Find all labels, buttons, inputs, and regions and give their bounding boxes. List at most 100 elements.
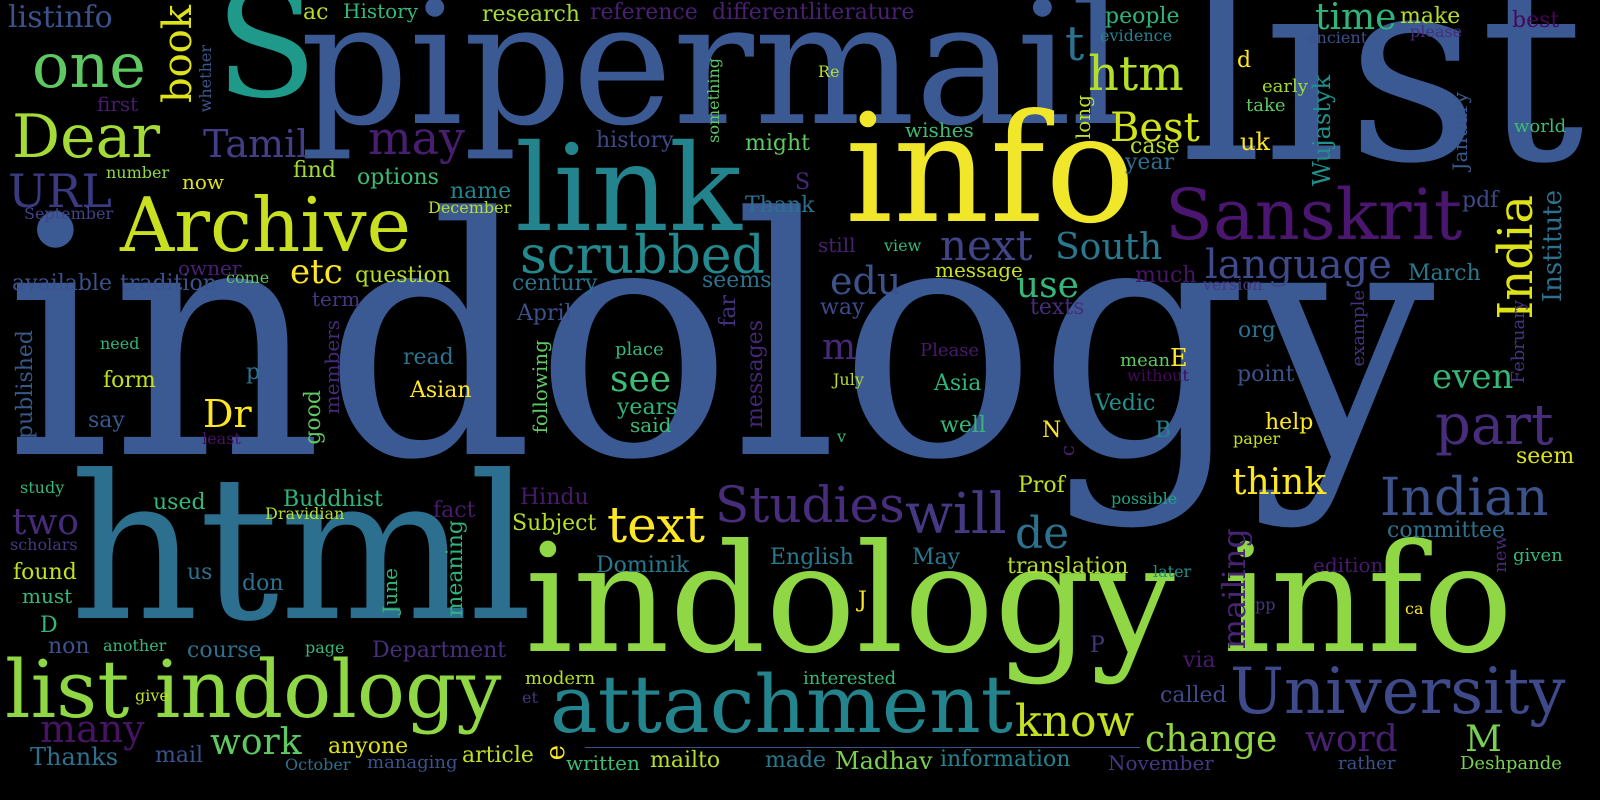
word-p-upper: P bbox=[1090, 633, 1105, 658]
word-fact: fact bbox=[433, 498, 476, 523]
word-wujastyk: Wujastyk bbox=[1308, 75, 1336, 186]
word-december: December bbox=[428, 198, 512, 217]
word-paper: paper bbox=[1233, 429, 1281, 448]
word-well: well bbox=[940, 413, 986, 438]
word-people: people bbox=[1105, 4, 1180, 29]
word-studies: Studies bbox=[715, 476, 905, 534]
word-please-cap: Please bbox=[920, 340, 980, 361]
word-work: work bbox=[210, 722, 302, 763]
word-thank: Thank bbox=[745, 193, 815, 218]
word-made: made bbox=[765, 748, 827, 773]
word-find: find bbox=[293, 158, 336, 183]
word-without: without bbox=[1127, 366, 1189, 385]
word-et: et bbox=[522, 688, 538, 707]
word-thanks: Thanks bbox=[30, 743, 119, 771]
word-example: example bbox=[1348, 290, 1369, 367]
word-dr: Dr bbox=[203, 392, 252, 436]
word-next: next bbox=[940, 221, 1033, 270]
word-best-small: best bbox=[1512, 8, 1560, 33]
word-indology-info: indology info bbox=[525, 513, 1514, 687]
word-many: many bbox=[40, 707, 145, 751]
word-new: new bbox=[1490, 535, 1511, 573]
word-first: first bbox=[97, 92, 139, 116]
word-use: use bbox=[1016, 265, 1079, 306]
word-attachment: attachment bbox=[550, 658, 1013, 751]
word-help: help bbox=[1265, 410, 1314, 435]
word-book: book bbox=[155, 5, 201, 104]
word-m: m bbox=[822, 327, 857, 368]
word-d-upper: D bbox=[40, 613, 58, 638]
word-name: name bbox=[450, 179, 512, 204]
word-b: B bbox=[1155, 418, 1172, 443]
word-reference: reference bbox=[590, 0, 698, 25]
word-non: non bbox=[48, 634, 90, 659]
word-scrubbed: scrubbed bbox=[520, 226, 765, 286]
word-text: text bbox=[607, 496, 705, 554]
word-seem: seem bbox=[1516, 444, 1575, 469]
word-ancient: ancient bbox=[1307, 28, 1368, 47]
word-madhav: Madhav bbox=[835, 747, 933, 775]
word-view: view bbox=[884, 236, 922, 255]
word-part: part bbox=[1435, 393, 1554, 458]
word-mailto: mailto bbox=[650, 748, 721, 773]
word-committee: committee bbox=[1387, 518, 1506, 543]
word-given: given bbox=[1513, 545, 1563, 566]
word-history-cap: History bbox=[343, 0, 419, 23]
word-interested: interested bbox=[803, 668, 897, 689]
word-url: URL bbox=[8, 164, 112, 218]
word-english: English bbox=[770, 545, 854, 570]
word-need: need bbox=[100, 334, 140, 353]
word-list-indology: list indology bbox=[5, 643, 502, 736]
word-available: available bbox=[12, 271, 112, 296]
word-said: said bbox=[630, 413, 672, 437]
word-asia: Asia bbox=[934, 371, 982, 396]
word-t: t bbox=[1065, 16, 1085, 72]
word-de: de bbox=[1015, 508, 1070, 559]
word-institute: Institute bbox=[1538, 190, 1568, 303]
word-n: N bbox=[1042, 418, 1062, 443]
word-d: d bbox=[1237, 48, 1252, 73]
word-department: Department bbox=[372, 638, 507, 663]
word-even: even bbox=[1432, 357, 1514, 397]
word-study: study bbox=[20, 478, 65, 497]
word-know: know bbox=[1015, 696, 1135, 747]
word-owner: owner bbox=[178, 256, 242, 280]
word-one: one bbox=[32, 29, 146, 102]
word-language: language bbox=[1205, 242, 1392, 288]
word-may-cap: May bbox=[912, 545, 961, 570]
word-tamil: Tamil bbox=[203, 122, 309, 166]
word-january: January bbox=[1448, 92, 1472, 171]
word-indian: Indian bbox=[1380, 468, 1549, 528]
word-say: say bbox=[88, 408, 125, 433]
word-april: April bbox=[517, 301, 572, 326]
word-case: case bbox=[1130, 134, 1180, 159]
word-differentliterature: differentliterature bbox=[712, 0, 915, 25]
word-used: used bbox=[153, 490, 206, 515]
word-p: p bbox=[246, 360, 261, 385]
word-dominik: Dominik bbox=[596, 553, 690, 578]
word-messages: messages bbox=[743, 320, 768, 428]
word-point: point bbox=[1237, 362, 1295, 387]
word-seems: seems bbox=[702, 268, 772, 293]
word-sanskrit: Sanskrit bbox=[1165, 174, 1463, 256]
word-dravidian: Dravidian bbox=[265, 504, 345, 523]
word-edu: edu bbox=[830, 259, 902, 303]
word-still: still bbox=[818, 233, 856, 257]
word-place: place bbox=[615, 339, 664, 360]
word-come: come bbox=[226, 268, 270, 287]
word-edition: edition bbox=[1313, 553, 1384, 577]
word-must: must bbox=[22, 584, 73, 608]
word-html: html bbox=[70, 433, 533, 666]
word-number: number bbox=[106, 163, 170, 182]
word-early: early bbox=[1262, 76, 1308, 97]
word-might: might bbox=[745, 131, 810, 156]
word-question: question bbox=[355, 263, 451, 288]
word-good: good bbox=[301, 390, 326, 445]
word-give: give bbox=[135, 686, 169, 705]
word-see: see bbox=[610, 359, 672, 400]
word-years: years bbox=[617, 395, 678, 420]
word-anyone: anyone bbox=[328, 734, 409, 759]
word-archive: Archive bbox=[120, 181, 412, 269]
word-world: world bbox=[1514, 116, 1567, 137]
word-scholars: scholars bbox=[10, 535, 78, 554]
